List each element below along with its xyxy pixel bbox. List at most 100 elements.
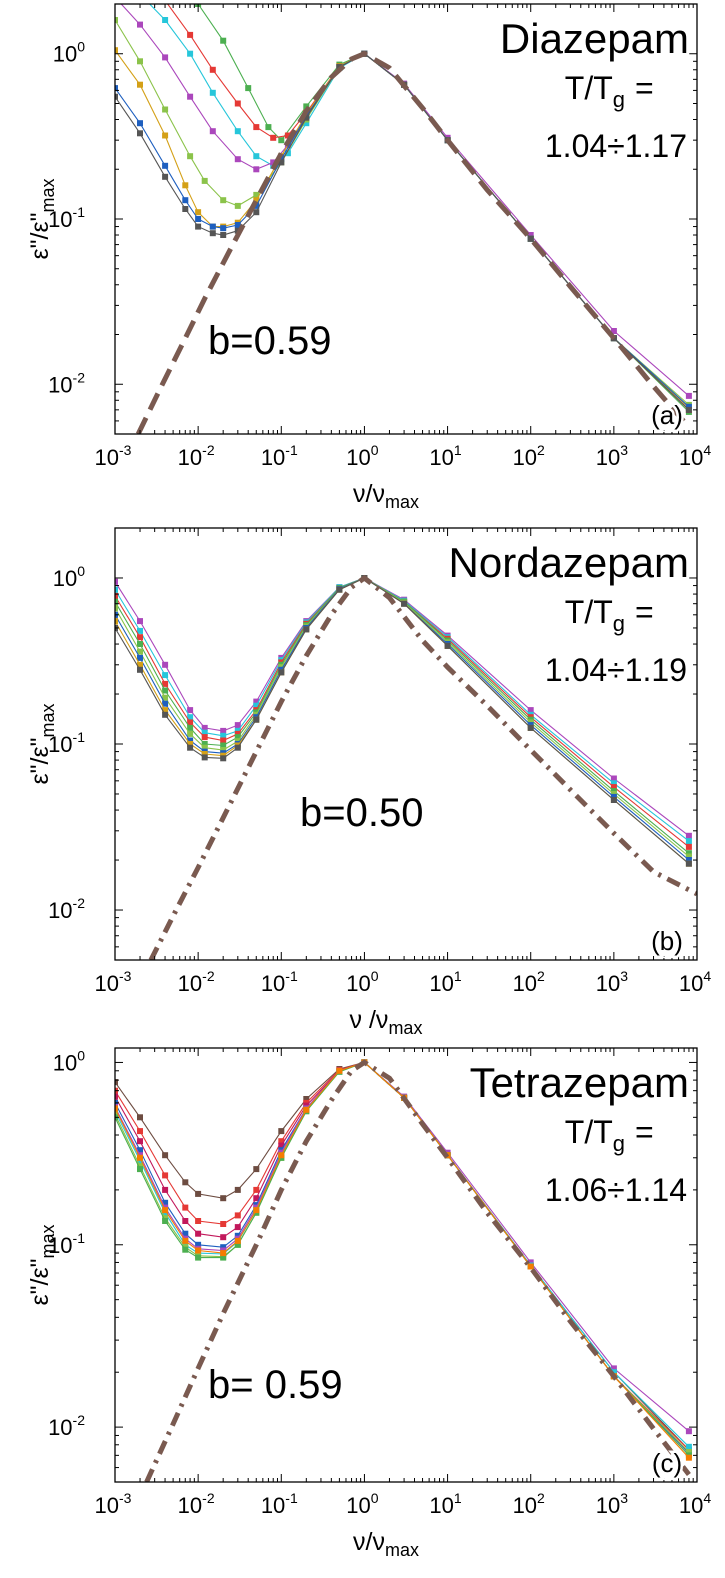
fit-parameter-label: b=0.50 [300,791,423,835]
data-point [234,128,241,135]
data-point [162,162,169,169]
tick-exponent: -1 [285,968,298,984]
y-tick-label: 100 [53,563,85,591]
tick-exponent: 2 [537,1490,545,1506]
data-point [182,1218,189,1224]
x-tick-label: 10-3 [95,442,132,470]
tick-exponent: -2 [73,1412,86,1428]
tick-exponent: 0 [371,1490,379,1506]
data-point [182,1246,189,1253]
data-point [685,853,692,860]
tick-exponent: 3 [620,1490,628,1506]
x-tick-label: 104 [679,1490,711,1518]
data-point [278,1138,285,1145]
data-point [284,150,291,157]
data-point [685,1454,692,1461]
tick-exponent: -1 [285,442,298,458]
data-point [162,711,169,718]
data-point [220,742,227,749]
tick-base: 10 [346,971,370,996]
tick-exponent: 1 [454,442,462,458]
tick-exponent: 1 [454,1490,462,1506]
panel-c: 10-3 10-2 10-1 100 101 102 103 10410-210-1100ν/… [26,1047,711,1560]
data-point [115,47,118,54]
data-point [220,1250,227,1257]
data-point [253,1207,260,1214]
data-point [187,744,194,751]
data-point [278,1142,285,1149]
x-tick-label: 103 [596,968,628,996]
plot-area [115,574,697,960]
data-point [187,714,194,721]
annotation-ttg: T/Tg [565,594,625,636]
data-point [201,751,208,757]
tick-base: 10 [178,1493,202,1518]
fit-parameter-label: b=0.59 [208,319,331,363]
data-point [234,202,241,209]
data-point [162,672,169,679]
data-point [162,700,169,707]
x-tick-label: 10-2 [178,968,215,996]
y-tick-label: 10-1 [48,729,85,757]
axes-frame [114,1047,698,1483]
data-point [162,680,169,687]
chart-title: Tetrazepam [470,1059,689,1106]
axis-label-main: ε"/ε" [26,738,54,785]
data-point [187,153,194,160]
data-point [253,153,260,160]
annotation-equals: = [635,70,654,106]
tick-exponent: -2 [202,1490,215,1506]
data-point [685,832,692,839]
data-point [187,724,194,731]
axis-label-subscript: max [388,1018,422,1038]
tick-exponent: 3 [620,442,628,458]
x-axis-label-b: ν /νmax [350,1006,423,1038]
tick-base: 10 [261,1493,285,1518]
data-point [137,618,143,625]
data-point [209,89,216,96]
y-tick-label: 10-2 [48,369,85,397]
tick-base: 10 [53,1050,77,1075]
data-point [187,719,194,726]
data-point [162,106,169,113]
data-point [220,1244,227,1251]
data-point [220,197,227,204]
data-point [444,642,451,649]
tick-exponent: -1 [73,729,86,745]
data-point [610,1365,617,1372]
data-point [253,166,260,173]
data-point [220,1234,227,1241]
data-point [278,137,285,144]
data-point [115,17,118,23]
data-point [195,1218,202,1224]
tick-base: 10 [429,1493,453,1518]
tick-exponent: -1 [73,1230,86,1246]
annotation-range: 1.04÷1.17 [545,128,687,164]
tick-base: 10 [48,732,72,757]
annotation-range: 1.04÷1.19 [545,652,687,688]
data-point [162,173,169,180]
x-axis-label-a: ν/νmax [353,480,419,512]
data-point [303,1096,310,1102]
data-point [610,1369,617,1376]
data-point [303,114,310,121]
data-point [278,669,285,676]
axis-label-main: ν/ν [353,1528,385,1556]
data-point [137,634,143,641]
tick-exponent: 3 [620,968,628,984]
data-point [137,641,143,647]
data-point [115,586,118,593]
annotation-equals: = [635,1114,654,1150]
data-point [162,54,169,61]
data-point [137,21,143,28]
data-point [253,698,260,705]
data-point [278,156,285,163]
data-point [209,230,216,237]
data-point [685,838,692,845]
annotation-text: T/T [565,70,613,106]
data-point [527,232,534,238]
data-point [284,132,291,139]
data-point [182,197,189,204]
series-line [115,53,690,408]
